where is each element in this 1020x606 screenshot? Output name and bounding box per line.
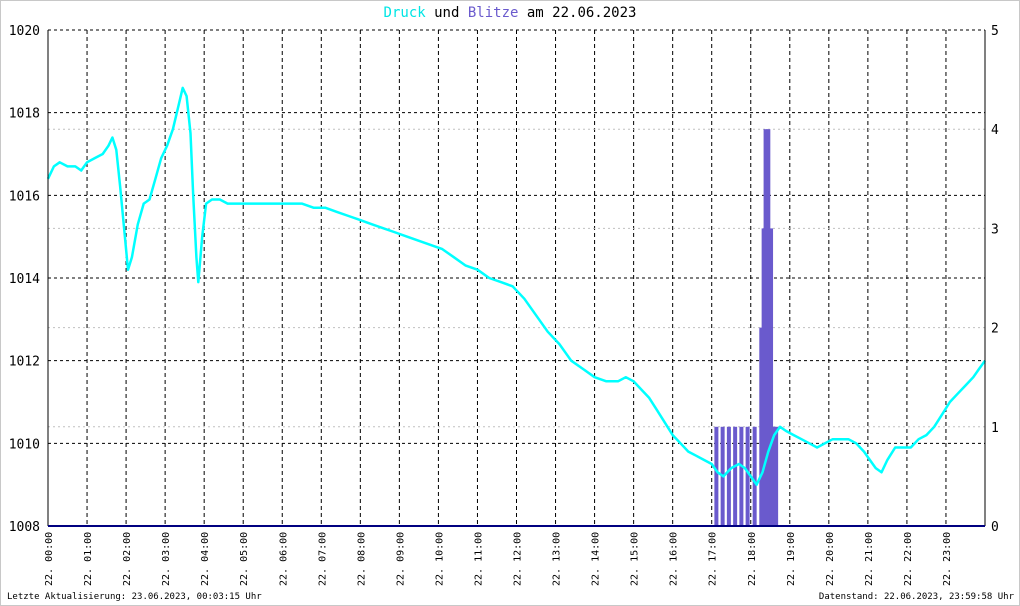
lightning-bar (739, 426, 744, 526)
y-tick-left: 1008 (9, 520, 40, 535)
y-tick-left: 1020 (9, 24, 40, 39)
y-tick-right: 2 (991, 322, 999, 337)
x-tick-label: 22. 06:00 (278, 532, 289, 586)
x-tick-label: 22. 15:00 (630, 532, 641, 586)
x-tick-label: 22. 10:00 (434, 532, 445, 586)
lightning-bar (733, 426, 738, 526)
x-tick-label: 22. 12:00 (513, 532, 524, 586)
last-update-text: Letzte Aktualisierung: 23.06.2023, 00:03… (7, 592, 262, 602)
title-und: und (425, 5, 468, 21)
y-tick-left: 1018 (9, 107, 40, 122)
lightning-bar (752, 426, 757, 526)
x-tick-label: 22. 20:00 (825, 532, 836, 586)
grid (48, 29, 985, 526)
x-tick-label: 22. 21:00 (864, 532, 875, 586)
x-tick-label: 22. 04:00 (200, 532, 211, 586)
x-tick-label: 22. 14:00 (591, 532, 602, 586)
lightning-bars (714, 129, 779, 526)
y-tick-right: 5 (991, 24, 999, 39)
x-tick-label: 22. 07:00 (317, 532, 328, 586)
x-tick-label: 22. 19:00 (786, 532, 797, 586)
y-tick-left: 1016 (9, 189, 40, 204)
pressure-line-group (46, 86, 987, 486)
x-tick-label: 22. 01:00 (83, 532, 94, 586)
x-tick-label: 22. 00:00 (44, 532, 55, 586)
data-status-text: Datenstand: 22.06.2023, 23:59:58 Uhr (818, 592, 1014, 602)
lightning-bar (759, 327, 764, 526)
pressure-line (46, 86, 987, 486)
lightning-bar (763, 129, 768, 526)
x-tick-label: 22. 09:00 (395, 532, 406, 586)
x-tick-label: 22. 11:00 (473, 532, 484, 586)
title-date: am 22.06.2023 (518, 5, 637, 21)
tick-labels: 1008 1010 1012 1014 1016 1018 1020 0 1 2 3 4 5 22. 00… (9, 24, 999, 586)
axes (47, 30, 986, 527)
x-tick-label: 22. 18:00 (747, 532, 758, 586)
x-tick-label: 22. 03:00 (161, 532, 172, 586)
chart-title: Druck und Blitze am 22.06.2023 (0, 5, 1020, 21)
y-tick-right: 1 (991, 421, 999, 436)
x-tick-label: 22. 05:00 (239, 532, 250, 586)
title-blitze: Blitze (467, 5, 519, 21)
x-tick-label: 22. 08:00 (356, 532, 367, 586)
y-tick-left: 1014 (9, 272, 40, 287)
lightning-bar (714, 426, 719, 526)
x-tick-label: 22. 17:00 (708, 532, 719, 586)
title-druck: Druck (383, 5, 426, 21)
y-tick-right: 4 (991, 123, 999, 138)
x-tick-label: 22. 13:00 (552, 532, 563, 586)
y-tick-right: 3 (991, 222, 999, 237)
y-tick-left: 1012 (9, 355, 40, 370)
lightning-bar (766, 129, 771, 526)
y-tick-left: 1010 (9, 437, 40, 452)
lightning-bar (769, 228, 774, 526)
x-tick-label: 22. 22:00 (903, 532, 914, 586)
y-tick-right: 0 (991, 520, 999, 535)
x-tick-label: 22. 16:00 (669, 532, 680, 586)
x-tick-label: 22. 02:00 (122, 532, 133, 586)
lightning-bar (726, 426, 731, 526)
x-tick-label: 22. 23:00 (942, 532, 953, 586)
lightning-bar (774, 426, 779, 526)
lightning-bar (745, 426, 750, 526)
